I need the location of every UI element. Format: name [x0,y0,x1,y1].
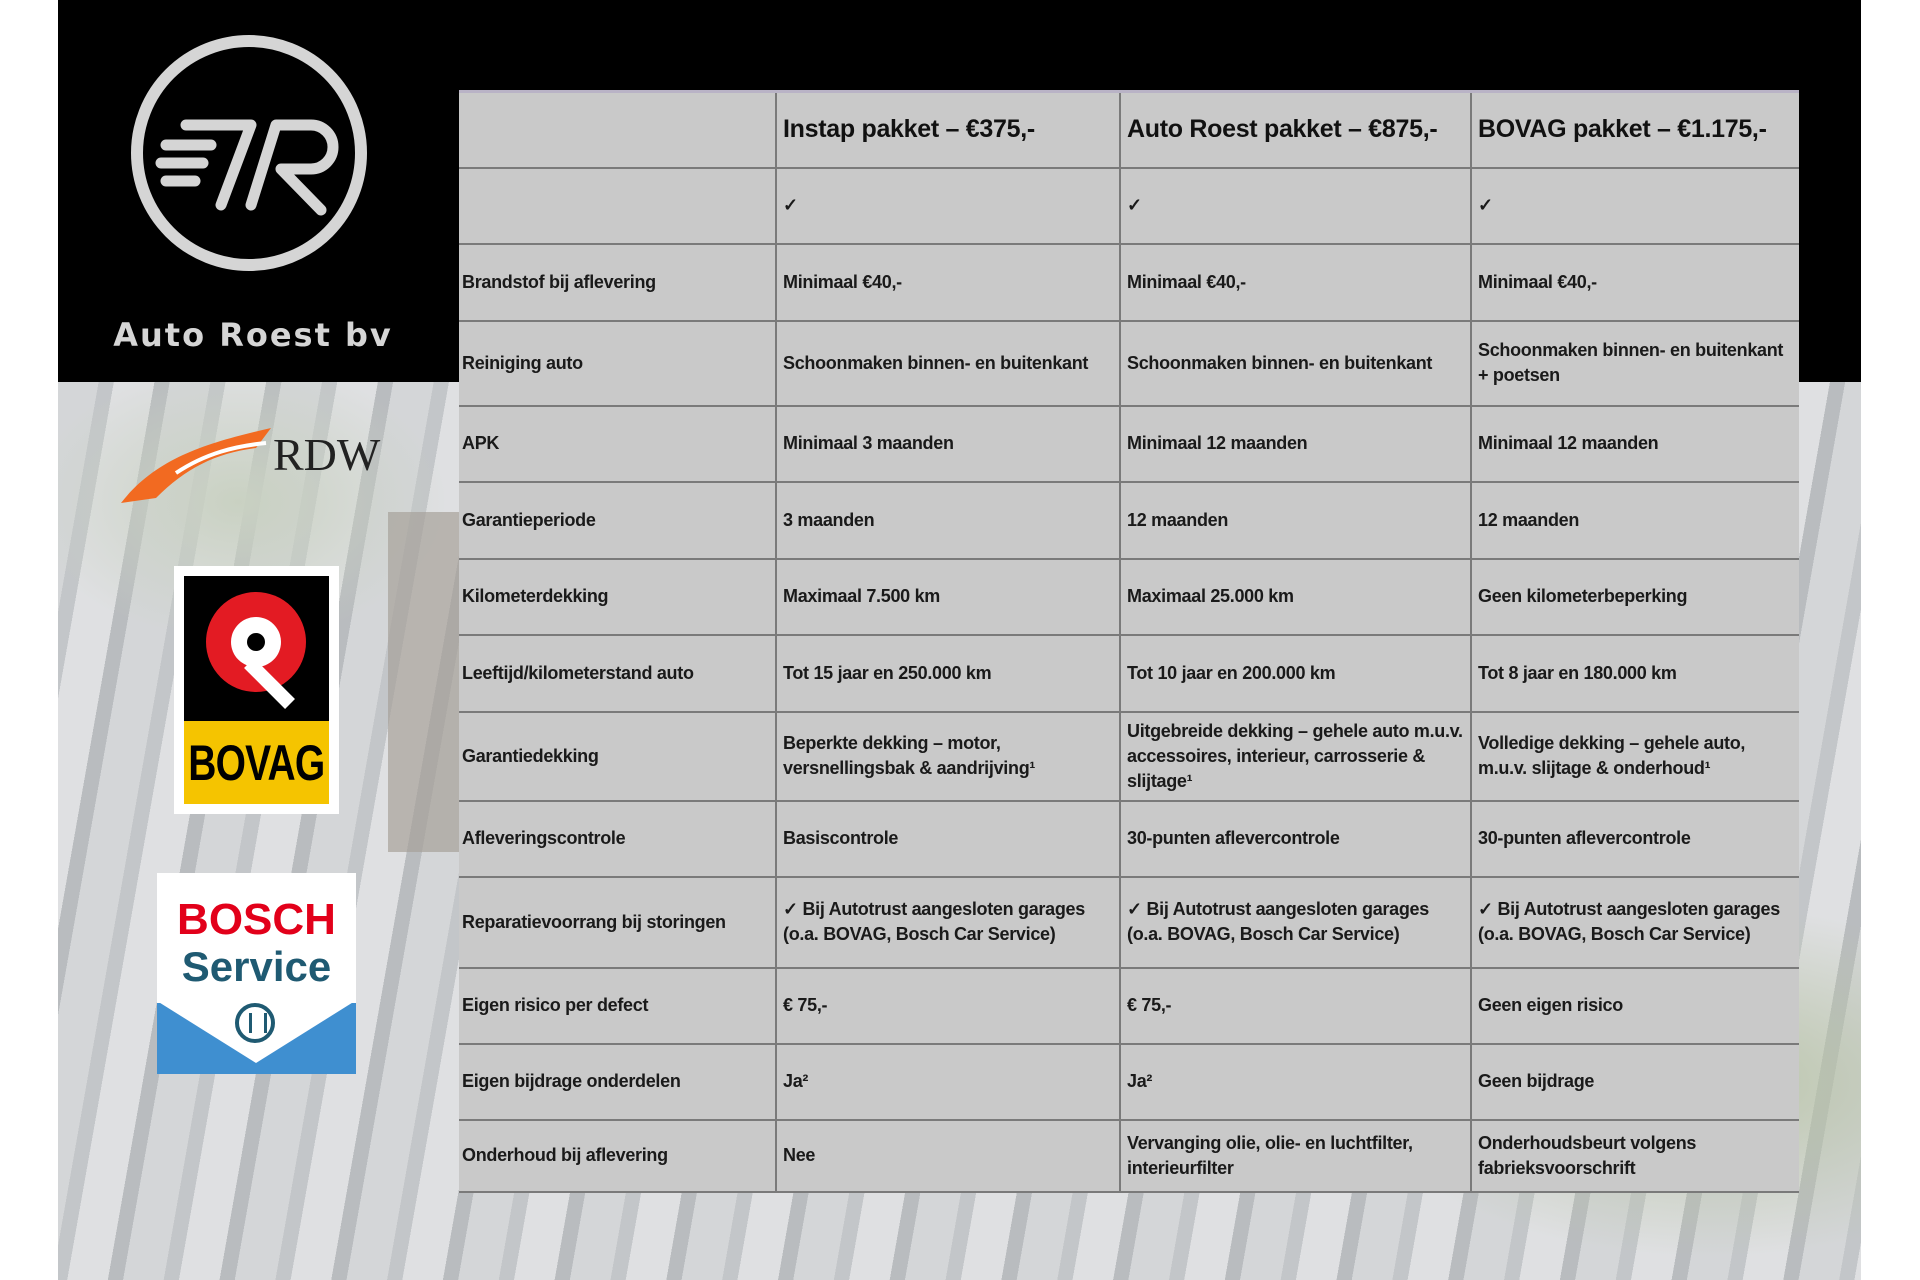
package-header: BOVAG pakket – €1.175,- [1470,90,1799,169]
table-row: Reparatievoorrang bij storingen ✓ Bij Aut… [459,875,1799,969]
row-label: Leeftijd/kilometerstand auto [459,633,777,713]
table-row: Reiniging auto Schoonmaken binnen- en bui… [459,319,1799,407]
table-cell: Schoonmaken binnen- en buitenkant [775,319,1121,407]
table-row: ✓ ✓ ✓ [459,166,1799,245]
table-cell: Minimaal 12 maanden [1470,404,1799,483]
table-cell: Minimaal 3 maanden [775,404,1121,483]
table-cell: Minimaal €40,- [775,242,1121,322]
row-label: Garantiedekking [459,710,777,802]
bosch-service-logo: BOSCH Service [157,873,356,1074]
table-cell: Nee [775,1118,1121,1193]
table-cell: Volledige dekking – gehele auto, m.u.v. … [1470,710,1799,802]
table-row: Eigen risico per defect € 75,- € 75,- Geen … [459,966,1799,1045]
table-row: APK Minimaal 3 maanden Minimaal 12 maanden… [459,404,1799,483]
row-label: Brandstof bij aflevering [459,242,777,322]
row-label: Reparatievoorrang bij storingen [459,875,777,969]
table-cell: 12 maanden [1470,480,1799,560]
table-cell: Tot 15 jaar en 250.000 km [775,633,1121,713]
table-row: Garantieperiode 3 maanden 12 maanden 12 maa… [459,480,1799,560]
row-label: Eigen bijdrage onderdelen [459,1042,777,1121]
table-cell: Tot 8 jaar en 180.000 km [1470,633,1799,713]
row-label: Eigen risico per defect [459,966,777,1045]
rdw-logo-icon [121,428,271,503]
bovag-logo: BOVAG [174,566,339,814]
table-cell: Minimaal €40,- [1119,242,1472,322]
table-cell: ✓ [1470,166,1799,245]
table-cell: Schoonmaken binnen- en buitenkant [1119,319,1472,407]
row-label [459,166,777,245]
table-cell: ✓ Bij Autotrust aangesloten garages (o.a… [1119,875,1472,969]
table-cell: 30-punten aflevercontrole [1119,799,1472,878]
table-cell: € 75,- [1119,966,1472,1045]
table-cell: Maximaal 7.500 km [775,557,1121,636]
table-cell: Onderhoudsbeurt volgens fabrieksvoorschr… [1470,1118,1799,1193]
table-row: Eigen bijdrage onderdelen Ja² Ja² Geen bijd… [459,1042,1799,1121]
package-header: Auto Roest pakket – €875,- [1119,90,1472,169]
row-label: Afleveringscontrole [459,799,777,878]
table-cell: Minimaal €40,- [1470,242,1799,322]
table-cell: Ja² [1119,1042,1472,1121]
table-cell: Minimaal 12 maanden [1119,404,1472,483]
brand-name: Auto Roest bv [113,316,393,354]
table-row: Brandstof bij aflevering Minimaal €40,- Mi… [459,242,1799,322]
table-cell: Schoonmaken binnen- en buitenkant + poet… [1470,319,1799,407]
table-cell: Basiscontrole [775,799,1121,878]
table-cell: ✓ [1119,166,1472,245]
bovag-logo-text: BOVAG [188,734,325,791]
table-cell: 3 maanden [775,480,1121,560]
table-row: Leeftijd/kilometerstand auto Tot 15 jaar … [459,633,1799,713]
row-label: Garantieperiode [459,480,777,560]
row-label: Onderhoud bij aflevering [459,1118,777,1193]
table-cell: 12 maanden [1119,480,1472,560]
table-cell: Uitgebreide dekking – gehele auto m.u.v.… [1119,710,1472,802]
table-cell: € 75,- [775,966,1121,1045]
table-cell: Tot 10 jaar en 200.000 km [1119,633,1472,713]
table-cell: Geen eigen risico [1470,966,1799,1045]
table-cell: Beperkte dekking – motor, versnellingsba… [775,710,1121,802]
package-header: Instap pakket – €375,- [775,90,1121,169]
table-cell: Maximaal 25.000 km [1119,557,1472,636]
table-cell: Vervanging olie, olie- en luchtfilter, i… [1119,1118,1472,1193]
package-comparison-table: Instap pakket – €375,- Auto Roest pakket … [459,90,1799,1193]
table-cell: ✓ Bij Autotrust aangesloten garages (o.a… [775,875,1121,969]
table-cell: ✓ Bij Autotrust aangesloten garages (o.a… [1470,875,1799,969]
bosch-emblem-icon [235,1003,275,1043]
row-label: Kilometerdekking [459,557,777,636]
row-label: APK [459,404,777,483]
table-cell: Geen kilometerbeperking [1470,557,1799,636]
bosch-logo-text: BOSCH [177,895,336,944]
header-empty-cell [459,90,777,169]
table-row: Afleveringscontrole Basiscontrole 30-punte… [459,799,1799,878]
table-cell: ✓ [775,166,1121,245]
table-row: Garantiedekking Beperkte dekking – motor,… [459,710,1799,802]
table-cell: 30-punten aflevercontrole [1470,799,1799,878]
auto-roest-logo-icon [155,119,339,216]
header-row: Instap pakket – €375,- Auto Roest pakket … [459,90,1799,169]
row-label: Reiniging auto [459,319,777,407]
service-logo-text: Service [181,943,332,990]
table-row: Kilometerdekking Maximaal 7.500 km Maximaa… [459,557,1799,636]
rdw-logo-text: RDW [273,429,381,480]
table-cell: Geen bijdrage [1470,1042,1799,1121]
table-cell: Ja² [775,1042,1121,1121]
table-row: Onderhoud bij aflevering Nee Vervanging ol… [459,1118,1799,1193]
